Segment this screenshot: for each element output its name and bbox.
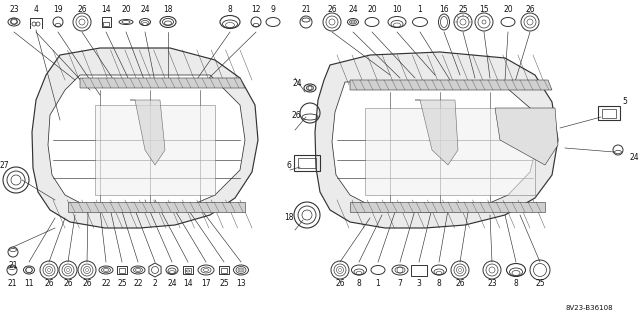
Bar bbox=[103, 22, 109, 26]
Text: 18: 18 bbox=[284, 212, 294, 221]
Text: 24: 24 bbox=[167, 279, 177, 288]
Text: 20: 20 bbox=[367, 5, 377, 14]
Text: 22: 22 bbox=[101, 279, 111, 288]
Bar bbox=[221, 268, 227, 272]
Text: 23: 23 bbox=[9, 5, 19, 14]
Text: 14: 14 bbox=[183, 279, 193, 288]
Ellipse shape bbox=[371, 265, 385, 275]
Text: 26: 26 bbox=[291, 110, 301, 120]
Text: 19: 19 bbox=[53, 5, 63, 14]
Text: 25: 25 bbox=[219, 279, 229, 288]
Text: 25: 25 bbox=[458, 5, 468, 14]
Polygon shape bbox=[130, 100, 165, 165]
Bar bbox=[294, 155, 320, 171]
Text: 23: 23 bbox=[487, 279, 497, 288]
Text: 25: 25 bbox=[535, 279, 545, 288]
Text: 24: 24 bbox=[292, 79, 302, 88]
Text: 5: 5 bbox=[623, 97, 627, 106]
Text: 11: 11 bbox=[24, 279, 34, 288]
Text: 21: 21 bbox=[8, 262, 18, 271]
Text: 8: 8 bbox=[356, 279, 362, 288]
Text: 21: 21 bbox=[7, 279, 17, 288]
Text: 24: 24 bbox=[140, 5, 150, 14]
Polygon shape bbox=[350, 80, 552, 90]
Text: 9: 9 bbox=[271, 5, 275, 14]
Text: 7: 7 bbox=[397, 279, 403, 288]
Bar bbox=[219, 266, 229, 274]
Text: 25: 25 bbox=[117, 279, 127, 288]
Text: 26: 26 bbox=[455, 279, 465, 288]
Text: 26: 26 bbox=[77, 5, 87, 14]
Text: 16: 16 bbox=[439, 5, 449, 14]
Text: 8: 8 bbox=[228, 5, 232, 14]
Text: 24: 24 bbox=[629, 153, 639, 162]
Text: 17: 17 bbox=[201, 279, 211, 288]
Text: 8: 8 bbox=[514, 279, 518, 288]
Bar bbox=[411, 264, 427, 276]
Text: 24: 24 bbox=[348, 5, 358, 14]
Text: 1: 1 bbox=[376, 279, 380, 288]
Text: 15: 15 bbox=[479, 5, 489, 14]
Text: 8V23-B36108: 8V23-B36108 bbox=[565, 305, 612, 311]
Polygon shape bbox=[32, 48, 258, 228]
Ellipse shape bbox=[413, 18, 428, 26]
Text: 14: 14 bbox=[101, 5, 111, 14]
Text: 18: 18 bbox=[163, 5, 173, 14]
Bar bbox=[117, 266, 127, 274]
Polygon shape bbox=[80, 78, 245, 88]
Text: 20: 20 bbox=[121, 5, 131, 14]
Bar bbox=[602, 108, 616, 117]
Bar bbox=[183, 266, 193, 274]
Polygon shape bbox=[315, 52, 558, 228]
Text: 26: 26 bbox=[63, 279, 73, 288]
Polygon shape bbox=[365, 108, 535, 195]
Text: 8: 8 bbox=[436, 279, 442, 288]
Text: 3: 3 bbox=[417, 279, 421, 288]
Text: 6: 6 bbox=[287, 160, 291, 169]
Bar bbox=[102, 17, 111, 27]
Text: 4: 4 bbox=[33, 5, 38, 14]
Text: 26: 26 bbox=[335, 279, 345, 288]
Polygon shape bbox=[332, 82, 538, 212]
Polygon shape bbox=[415, 100, 458, 165]
Polygon shape bbox=[48, 75, 245, 212]
Text: 22: 22 bbox=[133, 279, 143, 288]
Text: 26: 26 bbox=[82, 279, 92, 288]
Bar bbox=[598, 106, 620, 120]
Text: 26: 26 bbox=[525, 5, 535, 14]
Text: 27: 27 bbox=[0, 161, 9, 170]
Text: 2: 2 bbox=[152, 279, 157, 288]
Bar bbox=[185, 268, 191, 272]
Text: 13: 13 bbox=[236, 279, 246, 288]
Polygon shape bbox=[68, 202, 245, 212]
Bar bbox=[119, 268, 125, 272]
Text: 21: 21 bbox=[301, 5, 311, 14]
Text: 26: 26 bbox=[327, 5, 337, 14]
Text: 1: 1 bbox=[418, 5, 422, 14]
Polygon shape bbox=[95, 105, 215, 195]
Bar bbox=[298, 158, 316, 168]
Polygon shape bbox=[350, 202, 545, 212]
Text: 26: 26 bbox=[44, 279, 54, 288]
Text: 12: 12 bbox=[252, 5, 260, 14]
Text: 10: 10 bbox=[392, 5, 402, 14]
Text: 20: 20 bbox=[503, 5, 513, 14]
Polygon shape bbox=[495, 108, 558, 165]
